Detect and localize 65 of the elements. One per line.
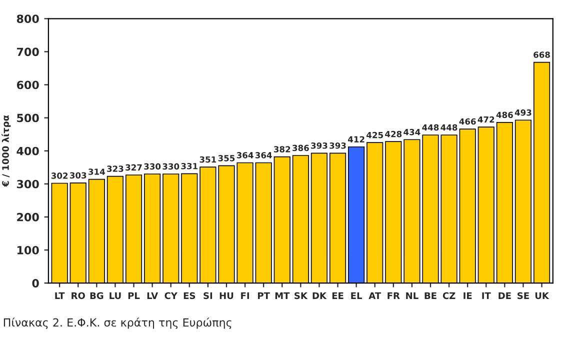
data-label: 472 — [478, 116, 494, 123]
data-label: 364 — [255, 152, 272, 158]
x-tick-label: MT — [275, 292, 290, 299]
data-label: 330 — [162, 163, 180, 170]
x-tick-label: ES — [184, 292, 196, 300]
x-tick-label: DE — [498, 292, 511, 299]
data-label: 668 — [534, 52, 550, 58]
data-label: 323 — [107, 166, 124, 172]
text: Πίνακας 2. Ε.Φ.Κ. σε κράτη της Ευρώπης — [4, 318, 232, 329]
data-label: 425 — [366, 132, 383, 138]
x-tick-label: UK — [535, 292, 550, 300]
x-tick-label: CZ — [442, 292, 456, 300]
x-tick-label: BE — [424, 292, 436, 299]
y-tick-label: 0 — [32, 279, 39, 288]
x-tick-label: SK — [294, 292, 308, 300]
y-tick-label: 600 — [16, 80, 39, 90]
y-tick-label: 500 — [17, 114, 39, 122]
data-label: 382 — [274, 146, 290, 152]
x-tick-label: FI — [241, 292, 249, 299]
data-label: 434 — [404, 128, 420, 136]
x-tick-label: LT — [55, 292, 65, 299]
x-tick-label: EE — [332, 292, 344, 299]
x-tick-label: BG — [90, 292, 104, 300]
y-axis-title: € / 1000 λίτρα — [2, 115, 11, 187]
data-label: 364 — [236, 152, 254, 158]
data-label: 493 — [514, 109, 532, 116]
x-tick-label: AT — [368, 292, 382, 299]
data-label: 330 — [144, 163, 161, 170]
y-tick-label: 200 — [17, 212, 39, 222]
data-label: 466 — [459, 118, 476, 125]
x-tick-label: HU — [220, 292, 234, 300]
x-tick-label: LV — [147, 292, 158, 299]
y-tick-label: 800 — [16, 14, 39, 24]
x-tick-label: PT — [258, 292, 270, 299]
data-label: 314 — [88, 168, 105, 175]
x-tick-label: CY — [164, 292, 178, 300]
x-tick-label: EL — [351, 292, 362, 299]
x-tick-label: PL — [128, 292, 140, 299]
y-tick-label: 100 — [17, 246, 39, 254]
data-label: 351 — [200, 156, 216, 163]
x-tick-label: DK — [312, 292, 327, 299]
x-tick-label: IT — [482, 292, 491, 299]
data-label: 393 — [311, 142, 328, 149]
data-label: 302 — [51, 172, 68, 179]
data-label: 412 — [348, 136, 364, 142]
data-label: 331 — [181, 162, 198, 170]
data-label: 327 — [126, 164, 142, 171]
data-label: 486 — [496, 112, 513, 118]
data-label: 393 — [330, 142, 346, 149]
data-label: 428 — [385, 130, 402, 138]
y-tick-label: 300 — [16, 180, 39, 188]
x-tick-label: NL — [406, 292, 418, 299]
y-tick-label: 700 — [16, 48, 39, 56]
data-label: 448 — [422, 124, 439, 131]
data-label: 448 — [440, 124, 458, 131]
x-tick-label: RO — [72, 292, 85, 300]
x-tick-label: IE — [464, 292, 472, 299]
x-tick-label: SE — [518, 292, 529, 300]
x-tick-label: SI — [204, 292, 212, 300]
data-label: 355 — [218, 155, 235, 162]
x-tick-label: LU — [110, 292, 121, 300]
y-tick-label: 400 — [16, 146, 39, 156]
data-label: 386 — [292, 144, 309, 152]
data-label: 303 — [70, 172, 86, 179]
x-tick-label: FR — [388, 292, 400, 299]
